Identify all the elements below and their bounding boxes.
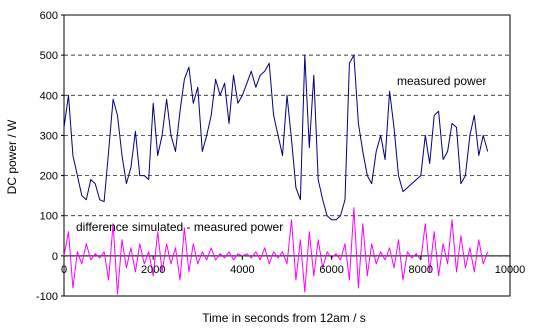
x-tick-label: 10000 (495, 264, 526, 276)
y-tick-label: 200 (40, 171, 58, 183)
y-axis-label: DC power / W (5, 119, 19, 194)
x-tick-label: 4000 (230, 264, 254, 276)
y-tick-label: 600 (40, 10, 58, 22)
y-tick-label: 300 (40, 130, 58, 142)
series-difference-line (63, 207, 489, 295)
annotation-measured-power: measured power (397, 74, 486, 88)
x-tick-label: 8000 (409, 264, 433, 276)
x-tick-label: 0 (61, 264, 67, 276)
plot-area-border (63, 14, 511, 297)
series-measured-power-line (63, 54, 489, 221)
y-tick-label: 500 (40, 50, 58, 62)
annotation-difference: difference simulated - measured power (76, 220, 283, 234)
y-tick-label: 100 (40, 211, 58, 223)
y-tick-label: 400 (40, 90, 58, 102)
y-tick-label: 0 (52, 251, 58, 263)
y-tick-label: -100 (36, 291, 58, 303)
x-axis-label: Time in seconds from 12am / s (202, 311, 366, 325)
series-group (63, 54, 489, 295)
x-tick-label: 6000 (319, 264, 343, 276)
x-tick-label: 2000 (141, 264, 165, 276)
